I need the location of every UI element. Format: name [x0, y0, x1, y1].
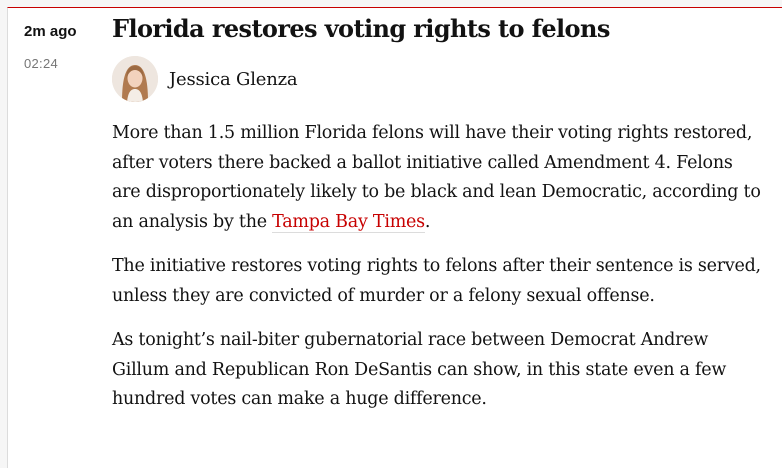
- time-ago-label[interactable]: 2m ago: [24, 23, 77, 40]
- entry-body: More than 1.5 million Florida felons wil…: [112, 119, 762, 415]
- entry-meta: 2m ago 02:24: [24, 22, 104, 73]
- paragraph-2: The initiative restores voting rights to…: [112, 256, 761, 306]
- paragraph-1: More than 1.5 million Florida felons wil…: [112, 119, 762, 237]
- author-photo-icon: [112, 56, 158, 102]
- paragraph-1-text: More than 1.5 million Florida felons wil…: [112, 123, 761, 232]
- tampa-bay-times-link[interactable]: Tampa Bay Times: [272, 211, 425, 233]
- live-blog-entry: 2m ago 02:24 Florida restores voting rig…: [7, 7, 782, 468]
- byline: Jessica Glenza: [112, 55, 762, 103]
- paragraph-1-end: .: [424, 211, 431, 232]
- paragraph-3: As tonight’s nail-biter gubernatorial ra…: [112, 330, 727, 409]
- entry-content: Florida restores voting rights to felons…: [112, 13, 762, 430]
- author-avatar: [112, 56, 158, 102]
- entry-headline: Florida restores voting rights to felons: [112, 14, 610, 43]
- author-name[interactable]: Jessica Glenza: [169, 68, 298, 90]
- entry-timestamp: 02:24: [24, 56, 59, 71]
